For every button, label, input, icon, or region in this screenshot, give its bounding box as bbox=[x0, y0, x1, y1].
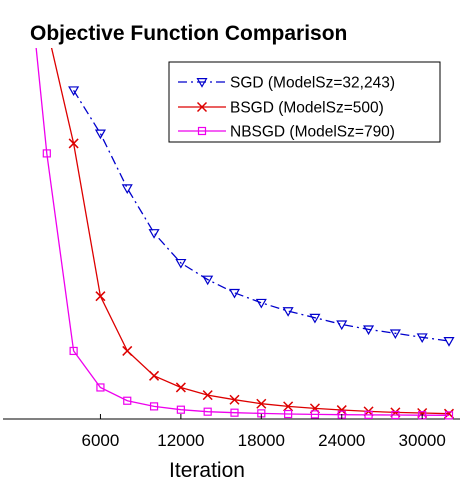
series-1-point-8 bbox=[256, 398, 267, 409]
series-1-point-3 bbox=[122, 345, 133, 356]
series-2-point-3 bbox=[96, 383, 105, 392]
series-1-point-6 bbox=[202, 390, 213, 401]
series-2-point-2 bbox=[69, 346, 78, 356]
series-0-point-11 bbox=[363, 325, 375, 336]
series-1-point-8-b bbox=[256, 398, 267, 409]
series-2-point-16 bbox=[444, 411, 454, 420]
series-2-line bbox=[35, 48, 450, 416]
legend-label-0: SGD (ModelSz=32,243) bbox=[230, 75, 395, 92]
series-1-point-1 bbox=[68, 138, 79, 149]
legend-marker-2 bbox=[197, 126, 207, 136]
series-2-point-14 bbox=[391, 410, 400, 420]
series-1-line bbox=[50, 48, 450, 415]
x-tick-label-2: 18000 bbox=[238, 431, 285, 450]
series-0-point-14 bbox=[443, 337, 455, 347]
series-1-point-4-b bbox=[149, 370, 160, 381]
x-tick-label-1: 12000 bbox=[157, 431, 204, 450]
series-0-point-0 bbox=[68, 86, 80, 97]
x-tick-layer: 6000 12000 18000 24000 30000 bbox=[82, 414, 446, 450]
series-0-point-13 bbox=[416, 333, 428, 344]
legend-marker-0 bbox=[196, 78, 208, 88]
series-2-point-13 bbox=[364, 410, 373, 419]
series-0-point-9 bbox=[309, 313, 321, 324]
series-2-point-1 bbox=[42, 149, 51, 158]
series-1-point-5-b bbox=[175, 382, 186, 393]
legend-marker-1 bbox=[196, 101, 208, 113]
x-tick-label-4: 30000 bbox=[399, 431, 446, 450]
series-0-point-4 bbox=[175, 258, 187, 269]
series-0 bbox=[68, 86, 455, 347]
series-1-point-9 bbox=[283, 401, 294, 412]
legend-label-1: BSGD (ModelSz=500) bbox=[230, 100, 384, 117]
legend: SGD (ModelSz=32,243) BSGD (ModelSz=500) NB… bbox=[168, 61, 441, 143]
series-0-line bbox=[73, 89, 450, 342]
x-tick-label-3: 24000 bbox=[318, 431, 365, 450]
series-1-point-5 bbox=[175, 382, 186, 393]
series-1-point-7-b bbox=[229, 394, 240, 405]
legend-marker-1-b bbox=[196, 101, 208, 113]
series-1-point-3-b bbox=[122, 345, 133, 356]
series-1-point-4 bbox=[149, 370, 160, 381]
chart-title: Objective Function Comparison bbox=[30, 22, 347, 45]
series-1 bbox=[50, 48, 455, 419]
series-1-point-2-b bbox=[95, 291, 106, 302]
x-axis-label: Iteration bbox=[169, 459, 245, 482]
series-1-point-1-b bbox=[68, 138, 79, 149]
series-2-point-8 bbox=[230, 408, 239, 417]
series-0-point-12 bbox=[389, 329, 401, 340]
series-2-point-11 bbox=[310, 410, 320, 419]
series-0-point-7 bbox=[255, 298, 267, 309]
series-2-point-6 bbox=[176, 405, 185, 414]
series-2-point-10 bbox=[284, 409, 293, 419]
series-layer bbox=[35, 48, 455, 420]
series-1-point-2 bbox=[95, 291, 106, 302]
series-1-point-7 bbox=[229, 394, 240, 405]
series-0-point-5 bbox=[202, 275, 214, 286]
series-0-point-8 bbox=[282, 307, 294, 317]
series-2-point-7 bbox=[203, 407, 212, 416]
series-2-point-4 bbox=[123, 396, 132, 405]
series-0-point-3 bbox=[148, 229, 160, 239]
series-0-point-6 bbox=[228, 288, 241, 299]
series-0-point-1 bbox=[94, 129, 106, 140]
series-0-point-2 bbox=[121, 184, 133, 194]
legend-box bbox=[168, 61, 441, 143]
legend-label-2: NBSGD (ModelSz=790) bbox=[230, 124, 395, 141]
x-tick-label-0: 6000 bbox=[82, 431, 120, 450]
series-2-point-5 bbox=[149, 402, 159, 411]
series-1-point-9-b bbox=[283, 401, 294, 412]
series-0-point-10 bbox=[336, 320, 348, 331]
series-1-point-6-b bbox=[202, 390, 213, 401]
